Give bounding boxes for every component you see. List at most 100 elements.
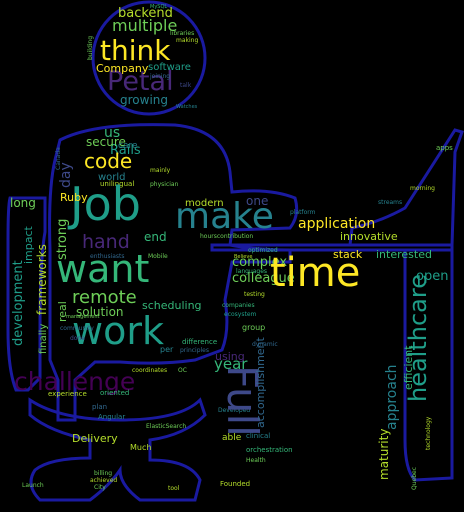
word-experience: experience (48, 390, 87, 398)
word-one: one (246, 194, 268, 208)
word-canada: Canada (55, 147, 62, 170)
word-remote: remote (72, 287, 137, 308)
word-difference: difference (182, 338, 217, 346)
word-mobile: Mobile (148, 253, 168, 260)
word-platform: platform (290, 209, 316, 216)
word-petal: Petal (107, 66, 174, 97)
word-mysql: MySQL (150, 4, 167, 10)
word-company: Company (96, 62, 149, 75)
word-code: code (84, 149, 132, 173)
word-developed: Developed (218, 407, 250, 414)
word-real: real (56, 301, 69, 322)
word-testing: testing (244, 291, 265, 298)
word-long: long (10, 196, 36, 210)
word-ruby: Ruby (60, 191, 88, 204)
word-us: us (104, 125, 120, 141)
word-make: make (175, 196, 274, 237)
word-oriented: oriented (100, 389, 129, 397)
word-joining: joining (149, 73, 170, 80)
word-contribution: hourscontribution (200, 233, 253, 240)
word-ecosystem: ecosystem (224, 311, 257, 318)
word-interested: interested (376, 248, 432, 261)
word-modern: modern (185, 198, 224, 209)
word-open: open (416, 269, 448, 284)
word-health: Health (246, 457, 266, 464)
word-complex: complex (232, 255, 287, 270)
word-community: community (60, 325, 94, 332)
word-care: care (118, 141, 138, 151)
word-efficient: efficient (402, 345, 415, 390)
word-companies: companies (222, 302, 255, 309)
desk-leg-outline (403, 248, 454, 482)
word-world: world (98, 172, 126, 183)
word-think: think (100, 34, 171, 67)
word-talk: talk (180, 82, 192, 89)
word-stack: stack (333, 248, 363, 261)
word-elasticsearch: ElasticSearch (146, 423, 186, 430)
word-solution: solution (76, 305, 124, 319)
word-streams: streams (378, 199, 402, 206)
word-want: want (56, 247, 149, 291)
word-challenge: challenge (14, 367, 135, 396)
word-unilingual: unilingual (100, 180, 134, 188)
word-clinical: clinical (246, 432, 270, 440)
word-backend: backend (118, 6, 173, 21)
word-technology: technology (425, 416, 432, 450)
word-hand: hand (82, 231, 130, 253)
word-multiple: multiple (112, 16, 177, 35)
word-coordinates: coordinates (132, 367, 167, 374)
word-libraries: libraries (170, 30, 194, 37)
word-rails: Rails (110, 143, 141, 158)
word-finally: finally (38, 324, 49, 354)
word-management: management (66, 314, 100, 320)
word-oc: OC (178, 367, 187, 374)
word-quebec: Quebec (411, 467, 418, 490)
word-healthcare: healthcare (404, 274, 432, 402)
word-optimized: optimized (248, 247, 278, 254)
word-morning: morning (410, 185, 435, 192)
word-application: application (298, 216, 375, 232)
word-accomplishment: accomplishment (254, 336, 267, 428)
word-city: City (94, 484, 106, 491)
word-apps: apps (436, 144, 453, 152)
word-plan: plan (92, 403, 107, 411)
word-orchestration: orchestration (246, 446, 293, 454)
word-enthusiasts: enthusiasts (90, 253, 125, 260)
word-impact: impact (22, 225, 35, 264)
word-languages: languages (236, 268, 267, 275)
word-able: able (222, 433, 242, 443)
word-year: year (214, 355, 248, 373)
monitor-outline (348, 128, 464, 247)
word-colleague: colleague (232, 271, 295, 286)
word-per: per (160, 345, 174, 354)
word-time: time (270, 250, 360, 296)
word-achieved: achieved (90, 477, 117, 484)
word-approach: approach (384, 364, 400, 430)
word-watches: Watches (176, 104, 198, 110)
chair-back-outline (6, 196, 47, 392)
word-software: software (148, 62, 191, 73)
word-end: end (144, 230, 167, 244)
word-tool: tool (168, 485, 180, 492)
word-growing: growing (120, 93, 168, 107)
word-innovative: innovative (340, 230, 398, 243)
word-secure: secure (86, 135, 126, 149)
word-maturity: maturity (377, 429, 391, 480)
word-work: work (72, 309, 164, 353)
word-scheduling: scheduling (142, 299, 202, 312)
chair-base-outline (28, 397, 207, 502)
word-launch: Launch (22, 482, 44, 489)
word-physician: physician (150, 181, 179, 188)
head-outline (91, 0, 207, 116)
word-delivery: Delivery (72, 432, 118, 445)
word-angular: Angular (98, 413, 125, 421)
word-full: Full (218, 365, 267, 437)
word-strong: strong (55, 219, 70, 260)
word-principles: principles (180, 347, 209, 354)
word-frameworks: frameworks (35, 244, 49, 315)
word-founded: Founded (220, 480, 250, 488)
word-mainly: mainly (150, 167, 171, 174)
word-job: Job (67, 177, 141, 231)
word-day: day (58, 162, 74, 188)
